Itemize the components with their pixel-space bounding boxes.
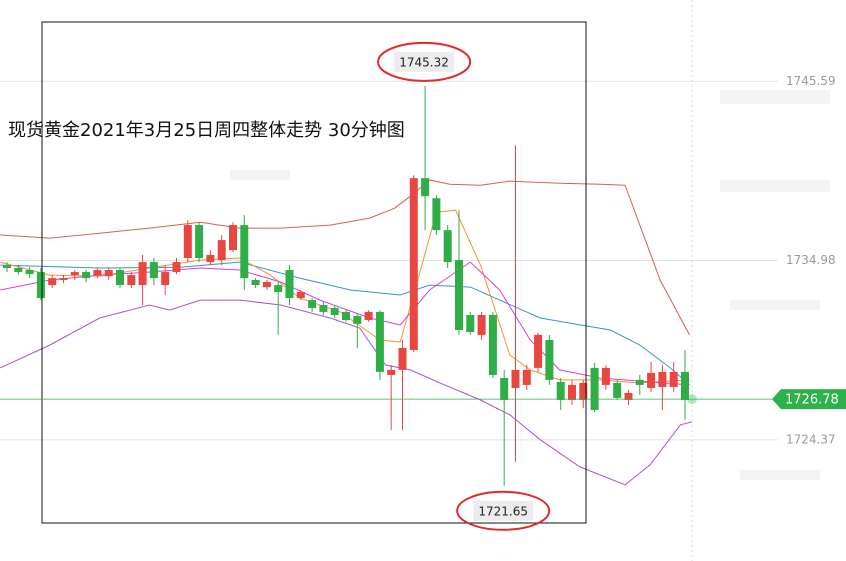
candle-body <box>274 285 283 292</box>
candle-body <box>48 278 57 286</box>
candle-body <box>522 369 531 385</box>
indicator-lines <box>0 179 692 486</box>
candle-body <box>161 272 170 286</box>
candle-body <box>240 225 249 279</box>
candle-body <box>500 377 509 400</box>
frame <box>41 21 587 524</box>
candle-body <box>364 311 373 321</box>
candle-body <box>308 300 317 309</box>
indicator-line <box>0 261 690 386</box>
annotation-label: 1745.32 <box>399 55 449 69</box>
watermark-block <box>720 90 830 104</box>
indicator-line <box>0 299 692 486</box>
candle-body <box>680 371 689 400</box>
watermark-block <box>740 470 820 480</box>
candle-body <box>149 262 158 279</box>
candle-body <box>195 225 204 259</box>
watermark-block <box>720 180 830 192</box>
candle-body <box>398 347 407 370</box>
candle-body <box>251 279 260 286</box>
annotation-circle <box>377 41 472 82</box>
candle-body <box>228 225 237 251</box>
candle-body <box>138 262 147 286</box>
candle-body <box>262 282 271 288</box>
last-price-tag <box>772 389 846 410</box>
candle-body <box>454 260 463 331</box>
last-price-label: 1726.78 <box>785 393 839 408</box>
candle-body <box>511 369 520 388</box>
candle-body <box>432 198 441 231</box>
candle-body <box>330 308 339 315</box>
last-price-glow <box>687 394 697 405</box>
candle-body <box>25 270 34 275</box>
watermark-block <box>730 300 820 310</box>
candle-body <box>217 240 226 261</box>
candle-body <box>127 275 136 286</box>
candle-body <box>421 178 430 197</box>
y-tick-label: 1724.37 <box>786 432 836 446</box>
overlay: 1726.78 1745.32 1721.65 <box>0 41 846 531</box>
indicator-line <box>0 179 690 336</box>
grid: 1745.59 1734.98 1724.37 <box>0 74 836 446</box>
candle-body <box>579 382 588 400</box>
candle-body <box>488 314 497 375</box>
chart-title: 现货黄金2021年3月25日周四整体走势 30分钟图 <box>8 120 405 141</box>
candle-body <box>534 334 543 368</box>
y-tick-label: 1734.98 <box>786 253 836 267</box>
candle-body <box>567 384 576 400</box>
candle-body <box>624 392 633 400</box>
candle-body <box>3 265 12 268</box>
candle-body <box>296 291 305 299</box>
candle-body <box>466 314 475 333</box>
watermark-block <box>230 170 290 180</box>
candle-body <box>635 379 644 385</box>
candle-body <box>285 270 294 299</box>
candle-body <box>590 367 599 410</box>
candle-body <box>183 225 192 259</box>
watermark <box>230 90 830 480</box>
candle-body <box>443 230 452 263</box>
candle-body <box>206 254 215 263</box>
candles <box>3 85 689 486</box>
candle-body <box>387 369 396 375</box>
candle-body <box>613 382 622 398</box>
candle-body <box>319 305 328 312</box>
candle-body <box>70 272 79 276</box>
annotation-circle <box>456 490 551 531</box>
annotation-box <box>394 51 455 72</box>
candle-body <box>172 262 181 273</box>
candle-body <box>375 311 384 372</box>
candle-body <box>93 270 102 276</box>
annotation-label: 1721.65 <box>478 504 528 518</box>
candle-body <box>59 278 68 280</box>
candle-body <box>545 339 554 380</box>
annotation-box <box>473 500 534 521</box>
candle-body <box>14 267 23 273</box>
candle-body <box>556 381 565 400</box>
candle-body <box>341 311 350 321</box>
candle-body <box>669 371 678 387</box>
candle-body <box>658 371 667 387</box>
y-tick-label: 1745.59 <box>786 74 836 88</box>
candle-body <box>104 270 113 277</box>
candle-body <box>647 372 656 388</box>
candle-body <box>477 314 486 335</box>
candle-body <box>601 367 610 385</box>
candle-body <box>409 178 418 350</box>
candle-body <box>353 315 362 324</box>
candle-body <box>116 270 125 286</box>
candle-body <box>82 272 91 279</box>
candle-body <box>36 272 45 299</box>
